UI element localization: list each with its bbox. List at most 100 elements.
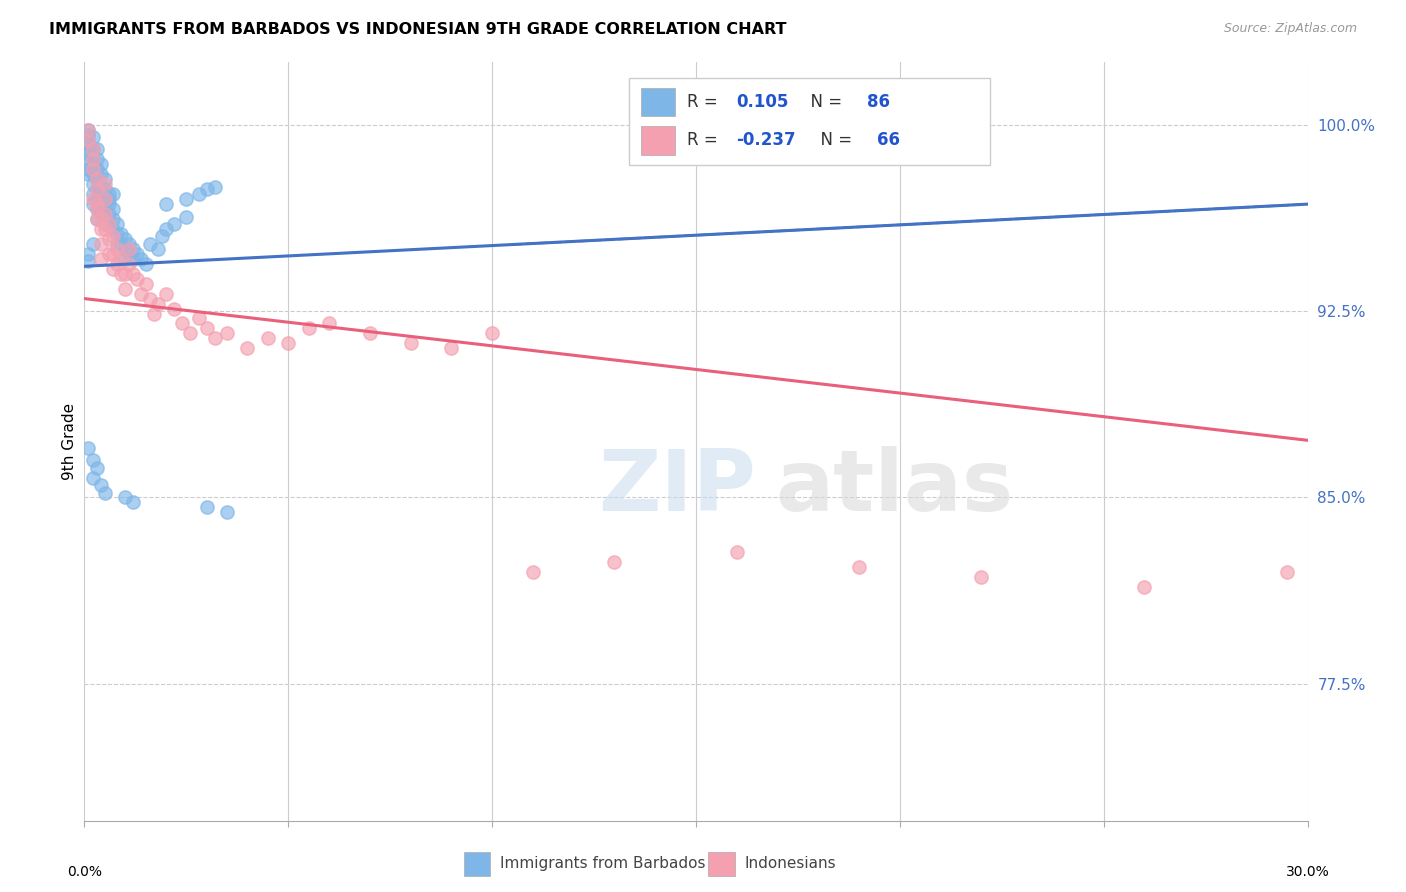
Point — [114, 242, 136, 256]
Text: N =: N = — [800, 93, 848, 111]
Point — [86, 143, 108, 157]
Point — [172, 317, 194, 331]
Point — [77, 147, 100, 161]
Bar — [641, 126, 675, 155]
Point — [114, 232, 136, 246]
Point — [90, 179, 112, 194]
Point — [77, 154, 100, 169]
Point — [93, 217, 115, 231]
Point — [93, 192, 115, 206]
Point — [725, 545, 748, 559]
Point — [97, 187, 120, 202]
Point — [318, 317, 340, 331]
Point — [204, 179, 226, 194]
Point — [82, 153, 104, 167]
Point — [179, 326, 201, 341]
Point — [110, 227, 132, 241]
Point — [86, 460, 108, 475]
Point — [195, 182, 218, 196]
Point — [90, 252, 112, 266]
Point — [217, 505, 239, 519]
Point — [195, 321, 218, 335]
Point — [118, 257, 141, 271]
Point — [257, 331, 280, 345]
Bar — [464, 852, 491, 876]
Point — [1277, 565, 1299, 579]
FancyBboxPatch shape — [628, 78, 990, 165]
Text: atlas: atlas — [776, 445, 1014, 529]
Point — [93, 204, 115, 219]
Point — [77, 162, 100, 177]
Point — [93, 197, 115, 211]
Point — [399, 336, 422, 351]
Point — [90, 157, 112, 171]
Text: 30.0%: 30.0% — [1285, 865, 1330, 880]
Point — [86, 202, 108, 216]
Point — [122, 242, 145, 256]
Point — [848, 560, 870, 574]
Point — [127, 247, 149, 261]
Point — [90, 167, 112, 181]
Point — [138, 292, 160, 306]
Y-axis label: 9th Grade: 9th Grade — [62, 403, 77, 480]
Text: 0.0%: 0.0% — [67, 865, 101, 880]
Point — [93, 207, 115, 221]
Point — [114, 252, 136, 266]
Point — [82, 187, 104, 202]
Point — [101, 202, 124, 216]
Point — [110, 252, 132, 266]
Point — [105, 227, 128, 241]
Point — [82, 143, 104, 157]
Text: IMMIGRANTS FROM BARBADOS VS INDONESIAN 9TH GRADE CORRELATION CHART: IMMIGRANTS FROM BARBADOS VS INDONESIAN 9… — [49, 22, 787, 37]
Point — [146, 242, 169, 256]
Point — [195, 500, 218, 515]
Point — [155, 197, 177, 211]
Point — [82, 197, 104, 211]
Point — [603, 555, 626, 569]
Point — [82, 162, 104, 177]
Point — [970, 570, 993, 584]
Point — [82, 160, 104, 174]
Point — [114, 491, 136, 505]
Point — [101, 187, 124, 202]
Point — [93, 178, 115, 192]
Point — [187, 311, 209, 326]
Point — [174, 192, 197, 206]
Point — [101, 247, 124, 261]
Point — [86, 192, 108, 206]
Point — [82, 192, 104, 206]
Bar — [709, 852, 735, 876]
Point — [77, 122, 100, 136]
Point — [93, 182, 115, 196]
Point — [105, 236, 128, 251]
Point — [155, 286, 177, 301]
Point — [86, 182, 108, 196]
Point — [277, 336, 299, 351]
Point — [93, 172, 115, 186]
Point — [86, 162, 108, 177]
Point — [1133, 580, 1156, 594]
Point — [359, 326, 381, 341]
Point — [93, 485, 115, 500]
Point — [118, 247, 141, 261]
Text: ZIP: ZIP — [598, 445, 756, 529]
Point — [97, 217, 120, 231]
Point — [110, 236, 132, 251]
Point — [217, 326, 239, 341]
Text: Source: ZipAtlas.com: Source: ZipAtlas.com — [1223, 22, 1357, 36]
Point — [481, 326, 503, 341]
Point — [86, 202, 108, 216]
Point — [86, 212, 108, 227]
Point — [93, 192, 115, 206]
Point — [82, 167, 104, 181]
Point — [86, 212, 108, 227]
Point — [101, 212, 124, 227]
Point — [86, 172, 108, 186]
Point — [101, 229, 124, 244]
Point — [86, 182, 108, 196]
Point — [163, 301, 186, 316]
Point — [97, 207, 120, 221]
Point — [77, 132, 100, 146]
Point — [82, 236, 104, 251]
Point — [77, 122, 100, 136]
